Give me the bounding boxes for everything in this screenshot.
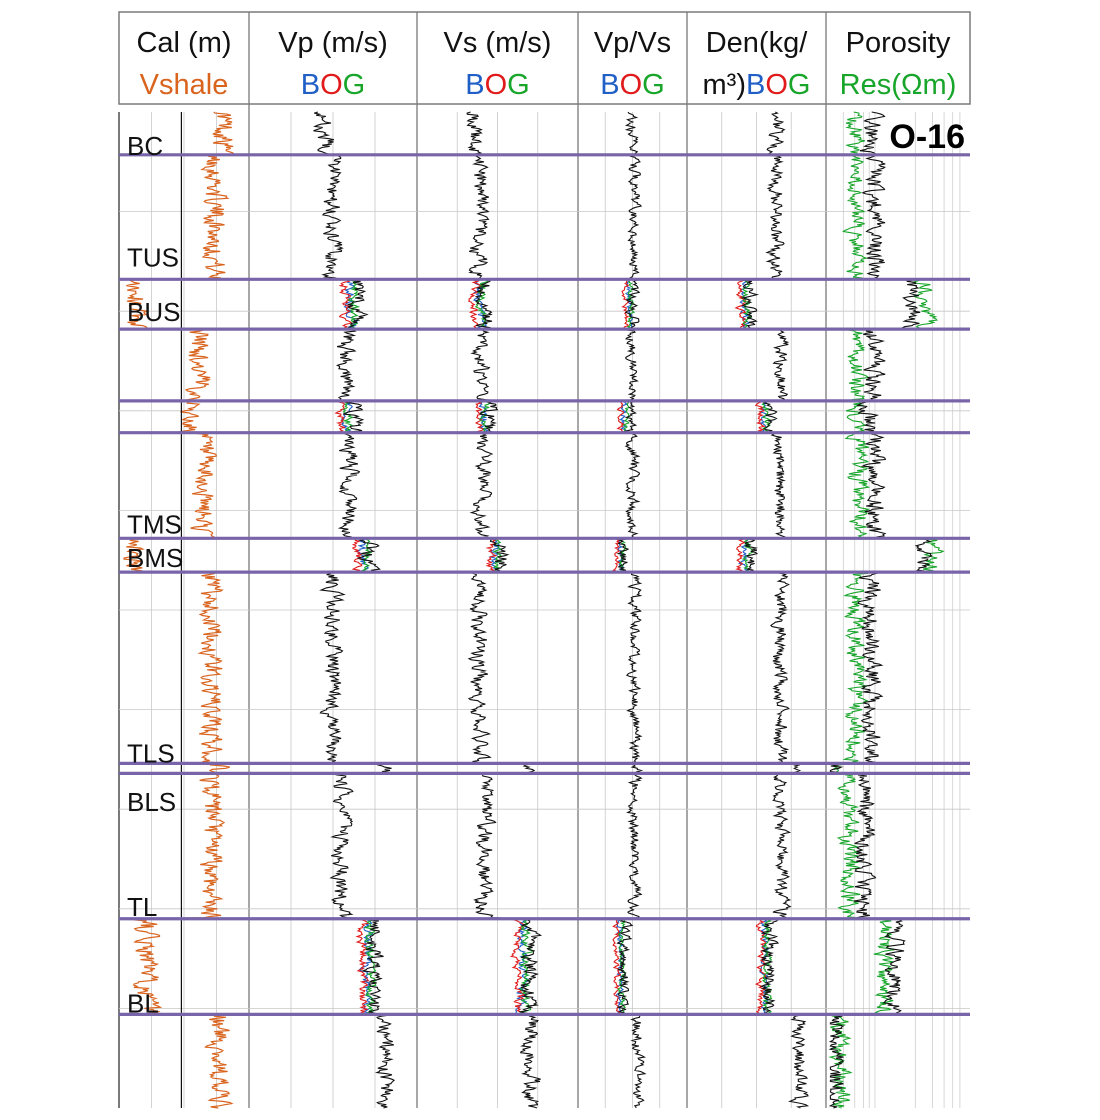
model-b-curve (615, 280, 634, 1015)
formation-label-bc: BC (127, 131, 163, 161)
track-header-segment: Vs (m/s) (444, 27, 552, 59)
track-header-title: Vs (m/s) (444, 27, 552, 59)
model-o-curve (734, 279, 767, 1015)
formation-label-bl: BL (127, 988, 159, 1018)
formation-label-tl: TL (127, 892, 157, 922)
formation-label-bus: BUS (127, 297, 180, 327)
track-header-subtitle: BOG (301, 69, 365, 101)
track-header-segment: B (465, 69, 484, 101)
track-header-subtitle: m³)BOG (703, 69, 811, 101)
formation-label-tls: TLS (127, 738, 175, 768)
track-header-segment: B (600, 69, 619, 101)
track-header-segment: O (320, 69, 343, 101)
model-g-curve (474, 279, 533, 1015)
formation-label-bls: BLS (127, 787, 176, 817)
track-header-segment: Porosity (846, 27, 951, 59)
track-header-segment: m³) (703, 69, 746, 101)
formation-label-tus: TUS (127, 242, 179, 272)
track-header-segment: G (343, 69, 366, 101)
track-header-subtitle: Vshale (140, 69, 229, 101)
model-o-curve (334, 279, 370, 1015)
track-header-title: Cal (m) (136, 27, 231, 59)
formation-top-labels: BC TUS BUS TMS BMS TLS BLS TL BL (127, 131, 183, 1019)
track-header-segment: B (301, 69, 320, 101)
well-label: O-16 (889, 118, 965, 156)
formation-boundaries (119, 153, 970, 1016)
track-header-segment: O (620, 69, 643, 101)
track-header-segment: Den(kg/ (706, 27, 808, 59)
track-header-segment: Res(Ωm) (840, 69, 957, 101)
track-header-segment: B (746, 69, 765, 101)
model-o-curve (612, 279, 630, 1015)
track-grid (119, 112, 970, 1108)
track-header-segment: Vshale (140, 69, 229, 101)
track-header-segment: Cal (m) (136, 27, 231, 59)
formation-label-tms: TMS (127, 509, 182, 539)
track-header-title: Vp (m/s) (278, 27, 388, 59)
track-header-segment: Vp (m/s) (278, 27, 388, 59)
formation-label-bms: BMS (127, 543, 183, 573)
track-header-segment: O (765, 69, 788, 101)
track-header-title: Porosity (846, 27, 951, 59)
track-frames (118, 11, 971, 1108)
track-header-segment: Vp/Vs (594, 27, 671, 59)
model-g-curve (342, 279, 377, 1015)
track-header-title: Vp/Vs (594, 27, 671, 59)
model-g-curve (617, 280, 636, 1015)
track-header-subtitle: BOG (465, 69, 529, 101)
model-o-curve (468, 279, 526, 1015)
track-header-segment: G (507, 69, 530, 101)
track-header-segment: G (642, 69, 665, 101)
track-header-subtitle: BOG (600, 69, 664, 101)
model-g-curve (741, 279, 773, 1015)
track-header-subtitle: Res(Ωm) (840, 69, 957, 101)
model-b-curve (738, 279, 770, 1014)
track-header-segment: O (485, 69, 508, 101)
track-header-segment: G (788, 69, 811, 101)
track-header-title: Den(kg/ (706, 27, 808, 59)
header-frame (118, 11, 971, 105)
